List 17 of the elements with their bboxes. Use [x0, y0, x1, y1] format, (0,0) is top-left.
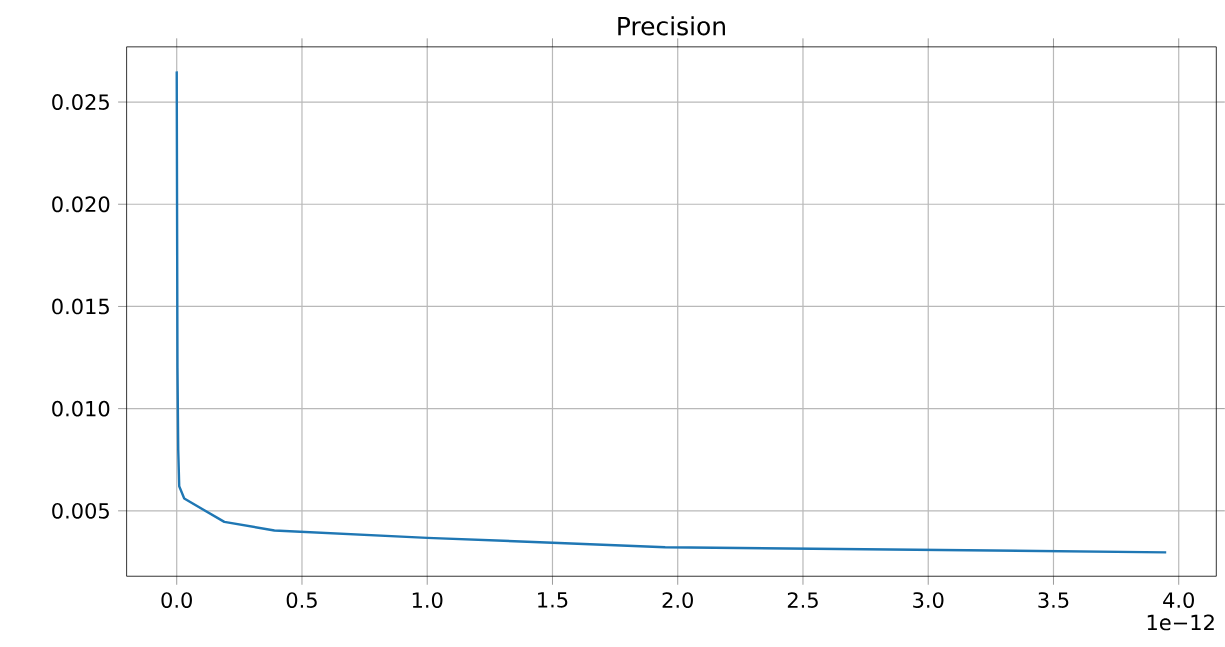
y-tick-label: 0.005 — [52, 502, 109, 519]
x-tick-label: 0.5 — [286, 592, 317, 608]
y-tick-label: 0.015 — [52, 298, 109, 315]
x-tick-label: 1.5 — [538, 592, 568, 608]
line-series — [175, 70, 1168, 554]
y-tick-label: 0.025 — [52, 94, 109, 110]
x-tick-label: 3.0 — [913, 592, 944, 608]
x-tick-label: 2.5 — [787, 592, 818, 608]
x-tick-label: 4.0 — [1163, 592, 1194, 608]
chart-title: Precision — [618, 16, 725, 36]
x-tick-label: 0.0 — [161, 592, 192, 608]
x-tick-label: 1.0 — [412, 592, 443, 608]
text: 1e−12 — [1147, 614, 1214, 631]
x-tick-label: 3.5 — [1038, 592, 1069, 608]
x-tick-label: 2.0 — [662, 592, 693, 608]
y-tick-label: 0.020 — [52, 196, 110, 213]
y-tick-label: 0.010 — [52, 400, 110, 417]
